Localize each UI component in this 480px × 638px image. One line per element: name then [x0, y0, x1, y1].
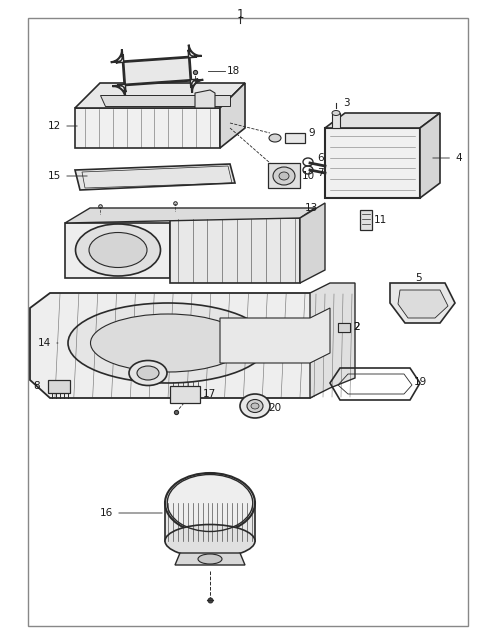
Text: 10: 10	[302, 171, 315, 181]
Ellipse shape	[273, 167, 295, 185]
Text: 1: 1	[236, 8, 244, 21]
Text: 18: 18	[227, 66, 240, 76]
Ellipse shape	[91, 314, 245, 372]
Polygon shape	[75, 164, 235, 190]
Polygon shape	[30, 293, 335, 398]
Polygon shape	[111, 45, 203, 97]
Ellipse shape	[137, 366, 159, 380]
Polygon shape	[175, 553, 245, 565]
Text: 20: 20	[268, 403, 281, 413]
Polygon shape	[65, 208, 315, 223]
Polygon shape	[360, 210, 372, 230]
Text: 11: 11	[374, 215, 387, 225]
Polygon shape	[75, 108, 220, 148]
Ellipse shape	[332, 110, 340, 115]
Text: 14: 14	[38, 338, 58, 348]
Ellipse shape	[279, 172, 289, 180]
Polygon shape	[195, 90, 215, 108]
Polygon shape	[220, 308, 330, 363]
Polygon shape	[398, 290, 448, 318]
Text: 5: 5	[415, 273, 421, 283]
Text: 12: 12	[48, 121, 77, 131]
Ellipse shape	[89, 232, 147, 267]
Text: 13: 13	[305, 203, 318, 213]
Ellipse shape	[247, 399, 263, 413]
Polygon shape	[325, 113, 440, 128]
Ellipse shape	[165, 524, 255, 558]
Text: 21: 21	[110, 355, 145, 366]
Polygon shape	[100, 95, 230, 106]
Text: 9: 9	[308, 128, 314, 138]
Ellipse shape	[251, 403, 259, 409]
Polygon shape	[390, 283, 455, 323]
Text: 2: 2	[353, 322, 360, 332]
Text: 15: 15	[48, 171, 87, 181]
Polygon shape	[285, 133, 305, 143]
Bar	[165, 503, 255, 541]
Ellipse shape	[198, 554, 222, 564]
Ellipse shape	[165, 473, 255, 533]
Ellipse shape	[129, 360, 167, 385]
Polygon shape	[325, 128, 420, 198]
Text: 4: 4	[433, 153, 462, 163]
Polygon shape	[75, 83, 245, 108]
Polygon shape	[332, 113, 340, 128]
Text: 17: 17	[203, 389, 216, 399]
Ellipse shape	[269, 134, 281, 142]
Polygon shape	[48, 380, 70, 393]
Polygon shape	[170, 386, 200, 403]
Polygon shape	[268, 163, 300, 188]
Text: 2: 2	[353, 322, 360, 332]
Text: 3: 3	[343, 98, 349, 108]
Text: 6: 6	[317, 153, 324, 163]
Polygon shape	[300, 203, 325, 283]
Ellipse shape	[75, 224, 160, 276]
Polygon shape	[116, 50, 198, 93]
Polygon shape	[220, 83, 245, 148]
Ellipse shape	[240, 394, 270, 418]
Polygon shape	[310, 283, 355, 398]
Text: 19: 19	[414, 377, 427, 387]
Ellipse shape	[68, 303, 268, 383]
Polygon shape	[420, 113, 440, 198]
Text: 7: 7	[317, 168, 324, 178]
Text: 16: 16	[100, 508, 162, 518]
Text: 8: 8	[34, 381, 40, 391]
Polygon shape	[338, 323, 350, 332]
Polygon shape	[65, 223, 170, 278]
Polygon shape	[170, 218, 300, 283]
Polygon shape	[338, 323, 350, 332]
